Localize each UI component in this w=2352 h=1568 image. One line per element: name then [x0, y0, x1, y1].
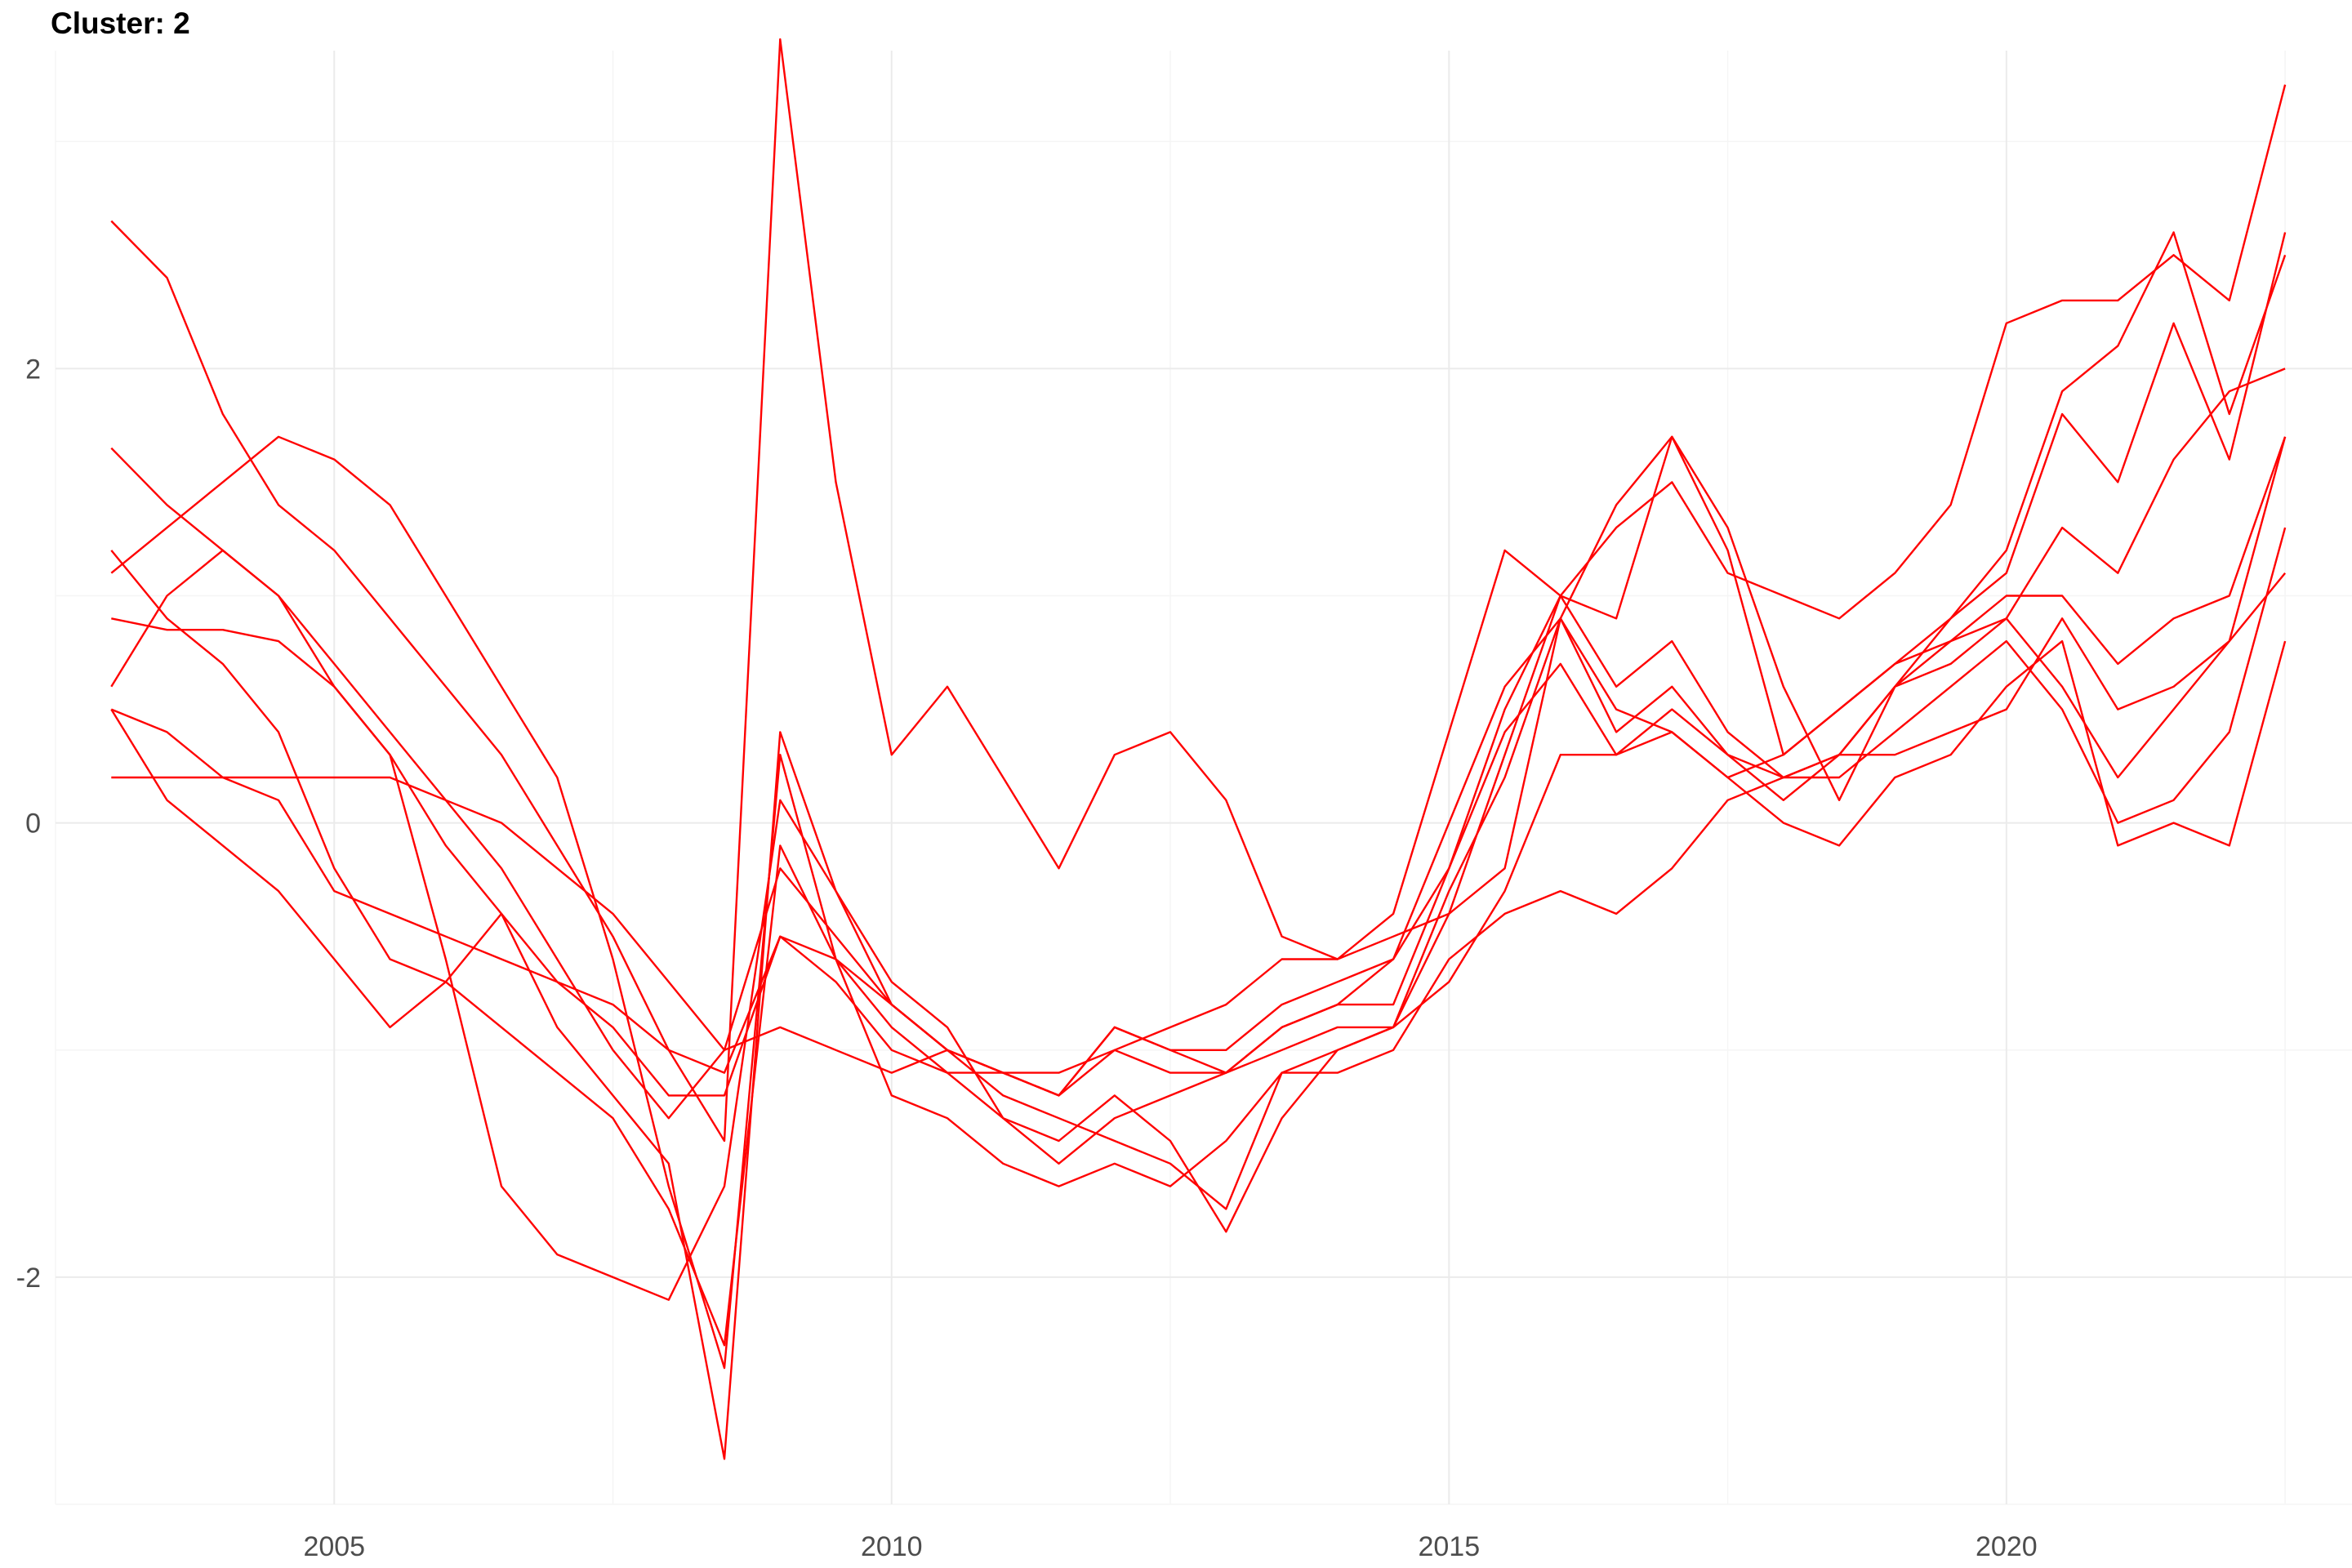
x-tick-label: 2015: [1418, 1531, 1480, 1562]
series-line-3: [110, 232, 2287, 1370]
series-line-5: [111, 436, 2287, 1097]
x-tick-label: 2010: [861, 1531, 923, 1562]
y-tick-label: 0: [25, 808, 41, 840]
minor-gridlines: [55, 51, 2352, 1505]
y-axis-tick-labels: -2 0 2: [16, 354, 41, 1294]
series-line-4: [110, 368, 2286, 1120]
series-line-9: [110, 639, 2287, 1460]
series-line-6: [111, 436, 2287, 1074]
y-tick-label: 2: [25, 354, 41, 385]
x-tick-label: 2020: [1976, 1531, 2038, 1562]
series-lines: [110, 38, 2287, 1460]
x-axis-tick-labels: 2005 2010 2015 2020: [303, 1531, 2037, 1562]
major-gridlines: [56, 51, 2352, 1504]
chart-title: Cluster: 2: [51, 7, 190, 40]
series-line-1: [110, 38, 2287, 1143]
y-tick-label: -2: [16, 1263, 41, 1294]
x-tick-label: 2005: [303, 1531, 365, 1562]
series-line-8: [110, 550, 2287, 1347]
